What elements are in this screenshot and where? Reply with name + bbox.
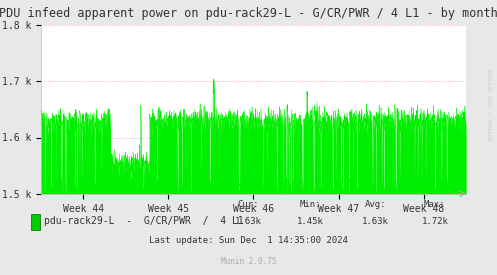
Text: Munin 2.0.75: Munin 2.0.75 — [221, 257, 276, 266]
Text: 1.63k: 1.63k — [362, 217, 389, 226]
Text: PDU infeed apparent power on pdu-rack29-L - G/CR/PWR / 4 L1 - by month: PDU infeed apparent power on pdu-rack29-… — [0, 7, 497, 20]
Text: 1.72k: 1.72k — [421, 217, 448, 226]
Text: 1.63k: 1.63k — [235, 217, 262, 226]
Text: 1.45k: 1.45k — [297, 217, 324, 226]
Text: pdu-rack29-L  -  G/CR/PWR  /  4 L1: pdu-rack29-L - G/CR/PWR / 4 L1 — [44, 216, 244, 226]
Text: Min:: Min: — [300, 200, 322, 209]
Text: Avg:: Avg: — [364, 200, 386, 209]
Text: Cur:: Cur: — [238, 200, 259, 209]
Text: Max:: Max: — [424, 200, 446, 209]
Text: RRPTOOL / TOBI OETIKER: RRPTOOL / TOBI OETIKER — [489, 69, 494, 140]
Text: Last update: Sun Dec  1 14:35:00 2024: Last update: Sun Dec 1 14:35:00 2024 — [149, 236, 348, 245]
